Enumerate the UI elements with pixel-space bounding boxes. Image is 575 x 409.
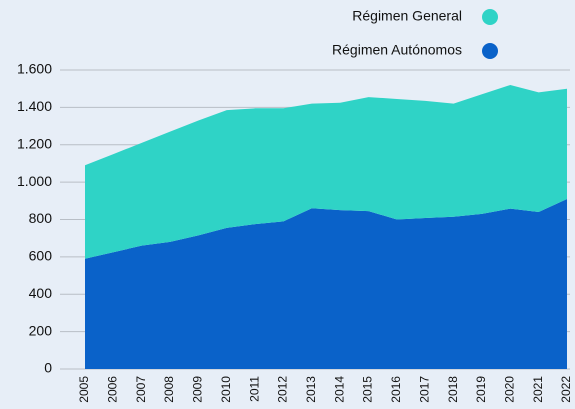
y-tick-label: 1.400 <box>17 98 52 114</box>
x-tick-label: 2009 <box>191 376 205 403</box>
x-tick-label: 2007 <box>134 376 148 403</box>
y-tick-label: 400 <box>29 285 53 301</box>
x-tick-label: 2020 <box>502 376 516 403</box>
x-tick-label: 2015 <box>361 376 375 403</box>
area <box>85 84 567 259</box>
y-tick-label: 1.000 <box>17 173 52 189</box>
legend-label: Régimen General <box>352 8 462 24</box>
x-tick-label: 2021 <box>531 376 545 403</box>
y-tick-label: 1.600 <box>17 61 52 77</box>
x-tick-label: 2018 <box>446 376 460 403</box>
legend-marker <box>482 43 498 59</box>
x-tick-label: 2017 <box>417 376 431 403</box>
x-tick-label: 2016 <box>389 376 403 403</box>
x-tick-label: 2006 <box>106 376 120 403</box>
y-tick-label: 1.200 <box>17 135 52 151</box>
x-tick-label: 2011 <box>247 376 261 402</box>
y-tick-label: 200 <box>29 322 53 338</box>
y-tick-label: 0 <box>44 360 52 376</box>
legend-label: Régimen Autónomos <box>332 42 462 58</box>
x-tick-label: 2022 <box>559 376 573 403</box>
y-tick-label: 800 <box>29 210 53 226</box>
area <box>85 198 567 369</box>
x-tick-label: 2014 <box>332 376 346 403</box>
x-tick-label: 2010 <box>219 376 233 403</box>
x-tick-label: 2019 <box>474 376 488 403</box>
legend-marker <box>482 9 498 25</box>
x-tick-label: 2013 <box>304 376 318 403</box>
x-tick-label: 2005 <box>77 376 91 403</box>
y-tick-label: 600 <box>29 248 53 264</box>
x-tick-label: 2008 <box>162 376 176 403</box>
x-tick-label: 2012 <box>276 376 290 403</box>
